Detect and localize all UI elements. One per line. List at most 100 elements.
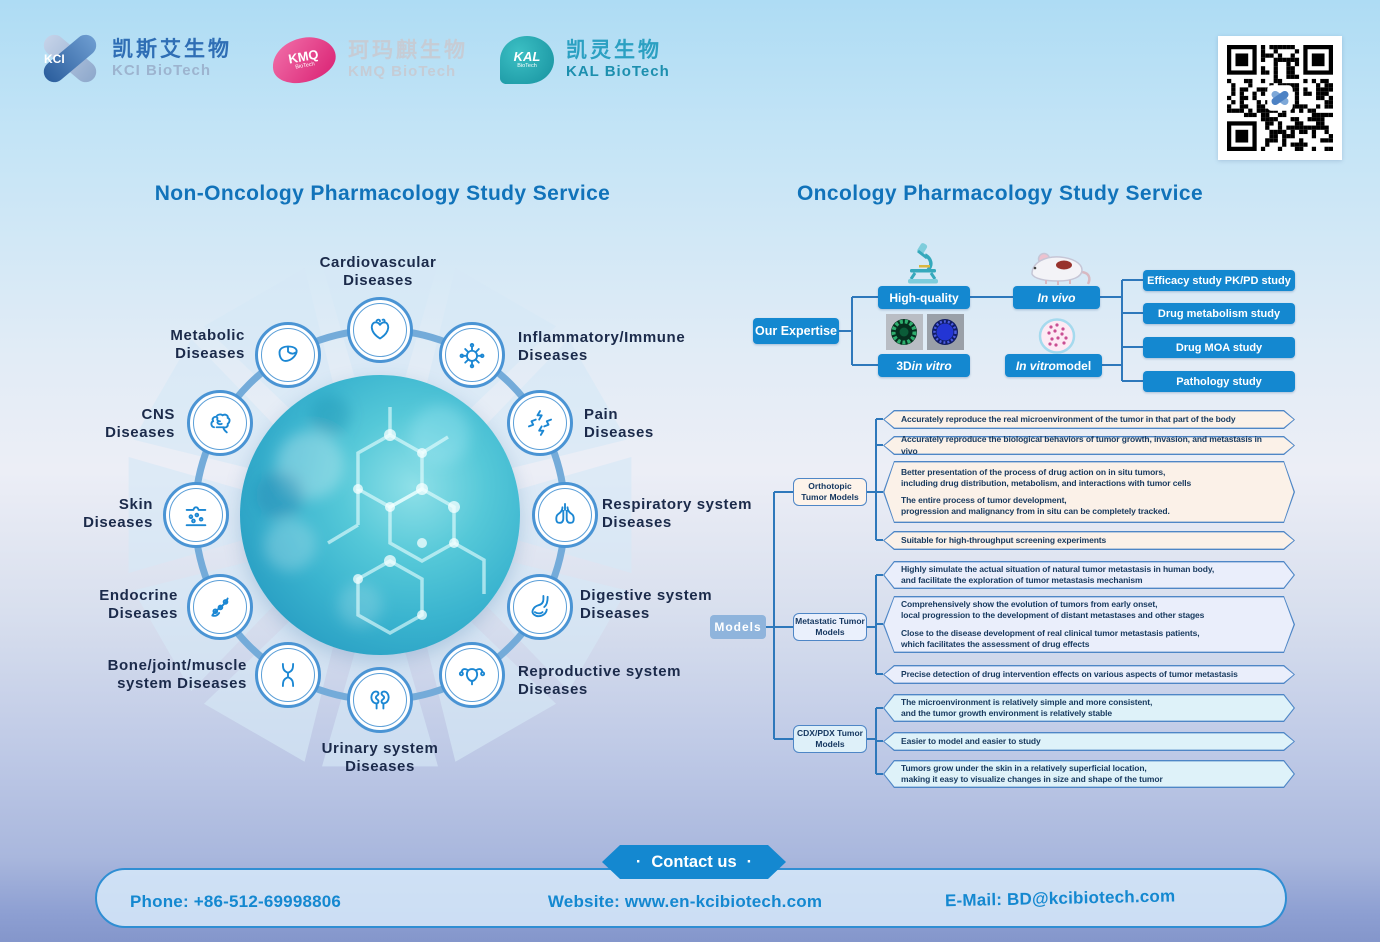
in-vitro-model-post: model (1055, 358, 1092, 373)
study-box-efficacy: Efficacy study PK/PD study (1143, 270, 1295, 291)
logo-kal: KAL BioTech 凯灵生物 KAL BioTech (491, 36, 670, 84)
banner-text: Close to the disease development of real… (901, 627, 1200, 649)
our-expertise-box: Our Expertise (753, 318, 839, 344)
banner-text: Precise detection of drug intervention e… (901, 668, 1238, 679)
kci-name-cn: 凯斯艾生物 (112, 38, 232, 62)
in-vivo-label: In vivo (1037, 290, 1076, 305)
disease-label-digestive: Digestive system Diseases (580, 587, 713, 622)
disease-node-digestive (507, 574, 573, 640)
disease-node-inflammatory (439, 322, 505, 388)
3d-in-vitro-box: 3D in vitro (878, 354, 970, 377)
model-item-banner: Comprehensively show the evolution of tu… (883, 596, 1295, 653)
logo-kci: KCI 凯斯艾生物 KCI BioTech (39, 30, 232, 87)
model-item-banner: Accurately reproduce the real microenvir… (883, 410, 1295, 429)
disease-label-reproductive: Reproductive system Diseases (518, 663, 682, 698)
model-item-banner: Suitable for high-throughput screening e… (883, 531, 1295, 550)
cells-icon (886, 314, 964, 351)
model-item-banner: Accurately reproduce the biological beha… (883, 434, 1295, 456)
disease-node-reproductive (439, 642, 505, 708)
stomach-icon (513, 580, 567, 634)
kci-name-en: KCI BioTech (112, 62, 212, 80)
disease-label-pain: Pain Diseases (584, 406, 654, 441)
kidneys-icon (353, 673, 407, 727)
banner-text: Better presentation of the process of dr… (901, 466, 1192, 488)
logo-kmq: KMQ BioTech 珂玛麒生物 KMQ BioTech (268, 32, 468, 88)
high-quality-box: High-quality (878, 286, 970, 309)
mouse-icon (1022, 248, 1094, 288)
kci-x-icon: KCI (39, 30, 101, 87)
banner-text: Accurately reproduce the biological beha… (901, 434, 1262, 456)
disease-label-urinary: Urinary system Diseases (321, 740, 439, 775)
phone-text: Phone: +86-512-69998806 (130, 892, 342, 911)
qr-code (1218, 36, 1342, 160)
banner-text: Accurately reproduce the real microenvir… (901, 413, 1236, 424)
disease-node-urinary (347, 667, 413, 733)
model-item-banner: Precise detection of drug intervention e… (883, 665, 1295, 684)
contact-badge: · Contact us · (602, 845, 786, 879)
disease-label-endocrine: Endocrine Diseases (99, 587, 178, 622)
gland-icon (193, 580, 247, 634)
disease-node-pain (507, 390, 573, 456)
disease-label-respiratory: Respiratory system Diseases (602, 496, 753, 531)
in-vitro-model-italic: In vitro (1015, 358, 1056, 373)
website-text: Website: www.en-kcibiotech.com (547, 892, 823, 911)
disease-node-respiratory (532, 482, 598, 548)
kal-leaf-icon (491, 36, 515, 74)
kal-sub-label: BioTech (517, 62, 537, 69)
model-item-banner: Highly simulate the actual situation of … (883, 561, 1295, 589)
heart-icon (353, 303, 407, 357)
uterus-icon (445, 648, 499, 702)
kal-name-en: KAL BioTech (566, 63, 670, 81)
immune-cell-icon (445, 328, 499, 382)
banner-text: The microenvironment is relatively simpl… (901, 696, 1153, 718)
petri-cell-icon (1037, 317, 1077, 355)
badge-dot: · (746, 852, 753, 871)
model-item-banner: Tumors grow under the skin in a relative… (883, 760, 1295, 788)
right-section-title: Oncology Pharmacology Study Service (796, 182, 1204, 205)
disease-node-skin (163, 482, 229, 548)
model-group-metastatic: Metastatic Tumor Models (793, 613, 867, 641)
disease-label-metabolic: Metabolic Diseases (170, 327, 245, 362)
disease-node-bone-joint (255, 642, 321, 708)
model-item-banner: Better presentation of the process of dr… (883, 461, 1295, 523)
disease-label-inflammatory: Inflammatory/Immune Diseases (518, 329, 686, 364)
models-root-box: Models (710, 615, 766, 639)
disease-node-cns (187, 390, 253, 456)
brain-icon (193, 396, 247, 450)
contact-badge-label: Contact us (651, 852, 737, 871)
kmq-name-cn: 珂玛麒生物 (348, 39, 468, 63)
kal-name-cn: 凯灵生物 (566, 39, 662, 63)
banner-text: Easier to model and easier to study (901, 735, 1041, 746)
disease-node-metabolic (255, 322, 321, 388)
study-box-metabolism: Drug metabolism study (1143, 303, 1295, 324)
banner-text: Suitable for high-throughput screening e… (901, 534, 1107, 545)
disease-node-endocrine (187, 574, 253, 640)
model-group-cdx-pdx: CDX/PDX Tumor Models (793, 725, 867, 753)
model-item-banner: The microenvironment is relatively simpl… (883, 694, 1295, 722)
in-vitro-label: in vitro (911, 358, 952, 373)
left-section-title: Non-Oncology Pharmacology Study Service (154, 182, 611, 205)
kci-short-label: KCI (44, 52, 65, 66)
kmq-blob-icon: KMQ BioTech (268, 32, 340, 88)
model-group-orthotopic: Orthotopic Tumor Models (793, 478, 867, 506)
in-vivo-box: In vivo (1013, 286, 1100, 309)
model-item-banner: Easier to model and easier to study (883, 732, 1295, 751)
pain-bolts-icon (513, 396, 567, 450)
microscope-icon (898, 240, 944, 286)
banner-text: The entire process of tumor development,… (901, 495, 1170, 517)
disease-label-cns: CNS Diseases (105, 406, 175, 441)
kal-blob-icon: KAL BioTech (491, 36, 554, 84)
disease-node-cardiovascular (347, 297, 413, 363)
disease-label-bone-joint: Bone/joint/muscle system Diseases (107, 657, 247, 692)
banner-text: Highly simulate the actual situation of … (901, 563, 1215, 585)
lungs-icon (538, 488, 592, 542)
disease-label-skin: Skin Diseases (83, 496, 153, 531)
joint-icon (261, 648, 315, 702)
disease-label-cardiovascular: Cardiovascular Diseases (319, 254, 437, 289)
badge-dot: · (635, 852, 642, 871)
center-molecule-image (240, 375, 520, 655)
banner-text: Comprehensively show the evolution of tu… (901, 599, 1205, 621)
banner-text: Tumors grow under the skin in a relative… (901, 762, 1163, 784)
in-vitro-model-box: In vitro model (1005, 354, 1102, 377)
